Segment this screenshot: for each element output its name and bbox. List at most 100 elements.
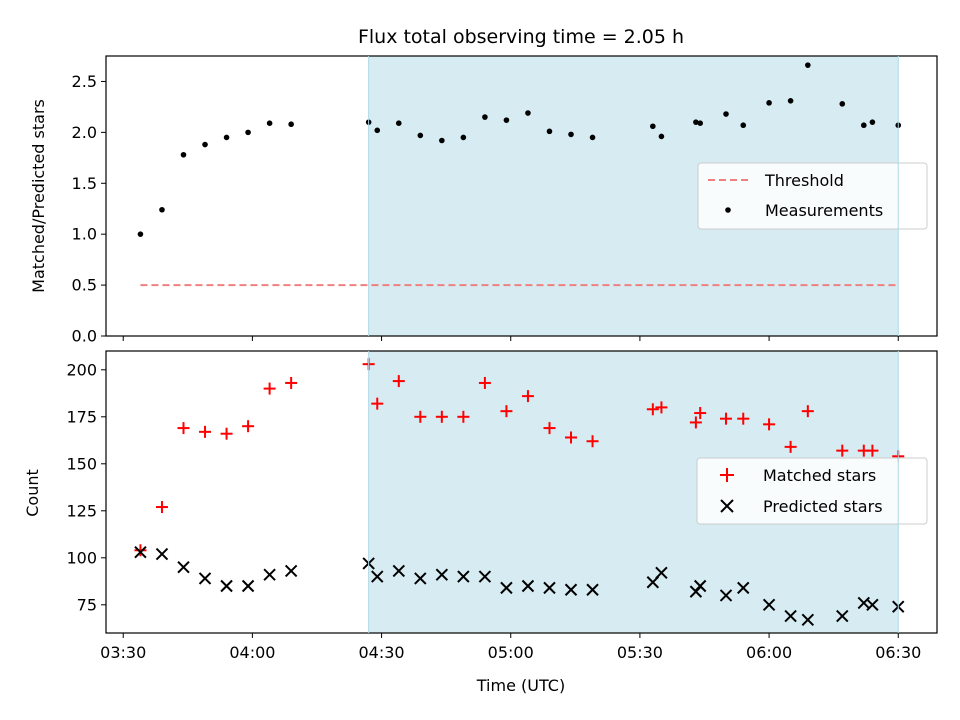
top-y-tick-label: 0.0 [72,327,97,346]
legend-threshold-label: Threshold [764,171,844,190]
measurement-point [374,127,381,134]
predicted-star-point [392,564,405,578]
matched-star-point [866,444,879,457]
predicted-star-mark [371,570,384,583]
measurement-point [288,121,294,128]
predicted-star-point [762,598,776,612]
measurement-point [395,120,402,126]
measurement-point [202,141,208,148]
measurement-point [482,114,488,120]
bottom-x-tick-label: 05:00 [488,643,534,662]
bottom-legend-box [696,457,928,525]
predicted-star-point [155,547,169,561]
predicted-star-point [435,568,449,581]
bottom-y-tick-label: 175 [66,407,97,426]
predicted-star-point [284,564,298,578]
matched-star-point [242,420,255,433]
measurement-point [723,111,729,117]
bottom-legend: Matched stars Predicted stars [696,457,928,525]
legend-predicted-swatch [720,499,734,513]
matched-star-point [134,544,147,557]
matched-star-point [285,376,298,389]
predicted-star-point [586,583,599,596]
predicted-star-point [478,570,492,583]
predicted-star-mark [586,583,599,596]
predicted-stars-group [134,545,905,627]
legend-matched-swatch [720,468,734,482]
matched-star-point [694,407,707,420]
bottom-y-axis: 75 100 125 150 175 200 [66,360,106,614]
predicted-star-mark [435,568,449,581]
predicted-star-point [263,568,276,581]
matched-star-point [263,382,276,395]
predicted-star-mark [134,545,147,559]
measurement-point [869,119,876,125]
predicted-star-mark [543,581,556,595]
predicted-star-mark [198,572,212,585]
predicted-star-point [784,609,797,623]
predicted-star-point [521,579,535,593]
measurement-point [589,134,596,141]
predicted-star-mark [478,570,492,583]
top-y-axis: 0.0 0.5 1.0 1.5 2.0 2.5 [72,72,106,346]
bottom-y-axis-label: Count [23,469,42,517]
legend-measurement-swatch [725,207,731,213]
predicted-star-mark [762,598,776,612]
predicted-star-mark [155,547,169,561]
measurement-point [245,129,251,136]
predicted-star-mark [500,581,513,595]
predicted-star-point [866,598,879,612]
measurement-point [460,134,467,141]
bottom-panel: 75 100 125 150 175 200 03:30 04:00 04:30 05:00 05… [23,350,938,695]
bottom-x-tick-label: 04:00 [229,643,275,662]
predicted-star-mark [693,579,707,593]
bottom-plot-frame [105,350,938,634]
legend-measurements-label: Measurements [765,201,883,220]
measurement-point [525,110,531,116]
matched-star-point [414,410,427,423]
predicted-star-mark [263,568,276,581]
top-y-tick-label: 0.5 [72,276,97,295]
top-y-tick-label: 1.5 [72,174,97,193]
predicted-star-point [241,579,255,593]
bottom-x-tick-label: 03:30 [100,643,146,662]
predicted-star-point [457,570,470,583]
predicted-star-mark [241,579,255,593]
measurement-point [805,62,811,68]
bottom-y-tick-label: 100 [66,548,97,567]
predicted-star-mark [521,579,535,593]
top-x-axis-ticks [122,336,899,341]
top-legend-box [697,162,928,230]
matched-star-point [177,422,190,435]
matched-star-point [478,376,491,389]
measurement-point [861,122,867,129]
predicted-star-point [220,579,233,593]
top-y-axis-label: Matched/Predicted stars [29,99,48,293]
matched-star-point [784,440,797,453]
bottom-x-tick-label: 06:00 [746,643,792,662]
top-plot-frame [105,55,938,337]
measurement-point [766,100,772,106]
predicted-star-point [719,589,733,602]
top-y-tick-label: 2.0 [72,123,97,142]
chart-title: Flux total observing time = 2.05 h [358,26,684,48]
measurement-point [787,98,794,104]
matched-star-point [763,418,776,431]
matched-star-point [435,410,448,423]
matched-star-point [521,390,534,403]
matched-star-point [565,431,578,444]
predicted-star-mark [284,564,298,578]
matched-star-point [646,403,659,416]
predicted-star-point [564,583,578,596]
predicted-star-point [371,570,384,583]
measurement-point [693,119,699,125]
predicted-star-mark [220,579,233,593]
measurement-point [417,132,424,139]
matched-star-point [836,444,849,457]
bottom-y-tick-label: 150 [66,454,97,473]
predicted-star-mark [655,566,668,580]
bottom-y-tick-label: 200 [66,360,97,379]
matched-star-point [392,375,405,388]
predicted-star-mark [392,564,405,578]
